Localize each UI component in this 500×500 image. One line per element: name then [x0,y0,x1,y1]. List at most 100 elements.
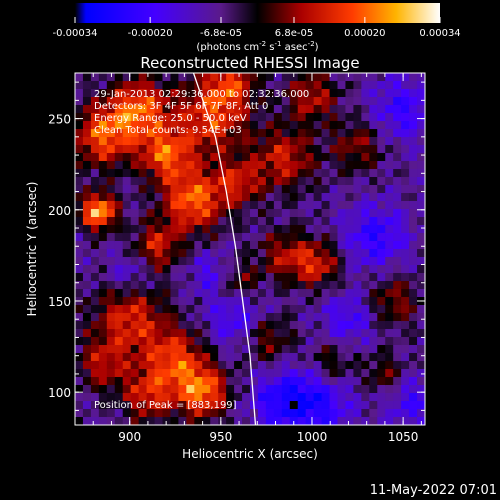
heatmap-cell [90,369,100,378]
heatmap-cell [281,201,291,210]
heatmap-cell [265,185,275,194]
heatmap-cell [289,89,299,98]
heatmap-cell [329,273,338,282]
heatmap-cell [202,209,211,218]
heatmap-cell [82,113,92,122]
heatmap-cell [250,153,259,162]
heatmap-cell [210,297,219,306]
heatmap-cell [321,81,330,90]
heatmap-cell [210,329,219,338]
heatmap-cell [353,225,362,234]
heatmap-cell [250,105,259,114]
heatmap-cell [361,233,370,242]
heatmap-cell [417,225,425,234]
heatmap-cell [226,409,235,418]
heatmap-cell [289,321,299,330]
heatmap-cell [218,185,227,194]
heatmap-cell [75,337,84,346]
heatmap-cell [337,161,346,170]
heatmap-cell [218,137,227,146]
heatmap-cell [138,305,147,314]
heatmap-cell [313,289,322,298]
heatmap-cell [385,289,394,298]
heatmap-cell [106,225,116,234]
heatmap-cell [114,193,124,202]
heatmap-cell [369,385,378,394]
heatmap-cell [98,137,108,146]
heatmap-cell [257,153,267,162]
heatmap-cell [393,313,402,322]
heatmap-cell [90,337,100,346]
heatmap-cell [226,249,235,258]
heatmap-cell [321,225,330,234]
heatmap-cell [82,73,92,82]
heatmap-cell [257,393,267,402]
heatmap-cell [265,305,275,314]
heatmap-cell [281,385,291,394]
heatmap-cell [226,217,235,226]
heatmap-cell [75,281,84,290]
heatmap-cell [297,377,307,386]
heatmap-cell [393,265,402,274]
heatmap-cell [417,369,425,378]
heatmap-cell [138,297,147,306]
heatmap-cell [98,169,108,178]
heatmap-cell [162,369,171,378]
y-tick-label: 200 [48,204,71,218]
heatmap-cell [369,305,378,314]
heatmap-cell [265,289,275,298]
heatmap-cell [313,249,322,258]
heatmap-cell [138,337,147,346]
heatmap-cell [257,225,267,234]
heatmap-cell [138,137,147,146]
heatmap-cell [385,273,394,282]
heatmap-cell [257,121,267,130]
heatmap-cell [417,89,425,98]
heatmap-cell [281,89,291,98]
heatmap-cell [75,129,84,138]
heatmap-cell [305,353,315,362]
heatmap-cell [401,129,410,138]
heatmap-cell [154,201,163,210]
heatmap-cell [265,137,275,146]
heatmap-cell [122,97,132,106]
heatmap-cell [218,345,227,354]
heatmap-cell [297,337,307,346]
heatmap-cell [337,97,346,106]
heatmap-cell [250,393,259,402]
heatmap-cell [186,265,195,274]
heatmap-cell [186,393,195,402]
heatmap-cell [369,313,378,322]
heatmap-cell [321,241,330,250]
heatmap-cell [90,169,100,178]
heatmap-cell [122,409,132,418]
heatmap-cell [146,177,155,186]
heatmap-cell [313,153,322,162]
heatmap-cell [281,81,291,90]
heatmap-cell [393,105,402,114]
heatmap-cell [82,369,92,378]
heatmap-cell [186,145,195,154]
heatmap-cell [289,329,299,338]
heatmap-cell [98,417,108,425]
heatmap-cell [218,81,227,90]
heatmap-cell [194,281,203,290]
heatmap-cell [289,401,299,410]
heatmap-cell [242,257,251,266]
heatmap-cell [361,377,370,386]
heatmap-cell [234,73,243,82]
heatmap-cell [289,409,299,418]
heatmap-cell [98,145,108,154]
heatmap-cell [305,209,315,218]
x-tick-label: 1050 [388,430,419,444]
heatmap-cell [377,281,386,290]
heatmap-cell [393,337,402,346]
heatmap-cell [75,257,84,266]
heatmap-cell [218,297,227,306]
heatmap-cell [106,97,116,106]
y-axis-label: Heliocentric Y (arcsec) [25,182,39,317]
heatmap-cell [114,329,124,338]
heatmap-cell [202,129,211,138]
heatmap-cell [393,201,402,210]
heatmap-cell [250,185,259,194]
